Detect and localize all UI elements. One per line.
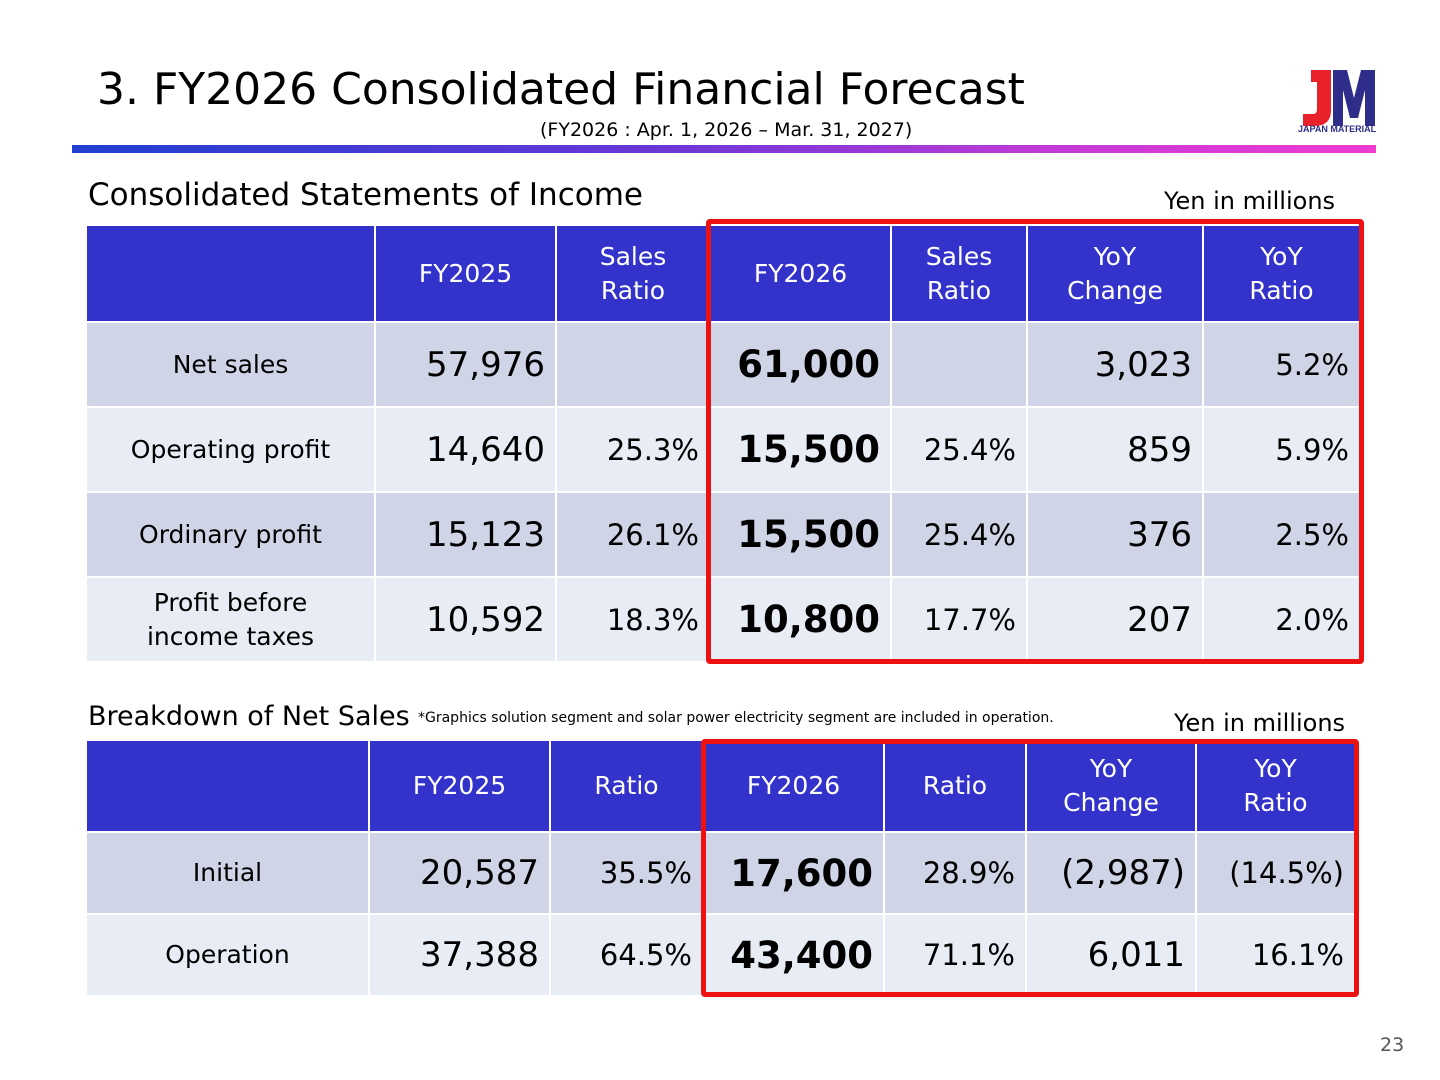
- income-cell-fy2025: 57,976: [374, 321, 557, 408]
- breakdown-row-label: Operation: [85, 913, 370, 997]
- income-cell-yoy-ratio: 5.2%: [1202, 321, 1361, 408]
- breakdown-cell-fy2026: 17,600: [702, 831, 885, 915]
- income-column-header: YoY Change: [1026, 224, 1204, 323]
- table-row: Operating profit 14,640 25.3% 15,500 25.4% 85…: [85, 406, 1361, 493]
- slide-title: 3. FY2026 Consolidated Financial Forecas…: [97, 64, 1025, 115]
- breakdown-forecast-highlight: [701, 739, 1359, 997]
- income-cell-ratio2025: 26.1%: [555, 491, 711, 578]
- table-row: Initial 20,587 35.5% 17,600 28.9% (2,987) (14.…: [85, 831, 1356, 915]
- income-forecast-highlight: [706, 219, 1364, 664]
- income-row-label: Net sales: [85, 321, 376, 408]
- table-row: Operation 37,388 64.5% 43,400 71.1% 6,011 16.1…: [85, 913, 1356, 997]
- income-cell-yoy-change: 3,023: [1026, 321, 1204, 408]
- japan-material-logo: [1303, 70, 1375, 126]
- table-row: Profit before income taxes 10,592 18.3% 10,8…: [85, 576, 1361, 663]
- breakdown-cell-ratio2026: 71.1%: [883, 913, 1027, 997]
- income-cell-ratio2025: 25.3%: [555, 406, 711, 493]
- table-row: Net sales 57,976 61,000 3,023 5.2%: [85, 321, 1361, 408]
- logo-caption: JAPAN MATERIAL: [1298, 124, 1377, 134]
- income-cell-fy2025: 15,123: [374, 491, 557, 578]
- breakdown-column-header: YoY Change: [1025, 739, 1197, 833]
- income-cell-yoy-ratio: 2.0%: [1202, 576, 1361, 663]
- income-column-header: Sales Ratio: [890, 224, 1028, 323]
- fiscal-period-subtitle: (FY2026 : Apr. 1, 2026 – Mar. 31, 2027): [540, 119, 913, 141]
- income-column-header: FY2026: [709, 224, 892, 323]
- income-row-label: Profit before income taxes: [85, 576, 376, 663]
- income-row-label: Ordinary profit: [85, 491, 376, 578]
- income-cell-fy2025: 10,592: [374, 576, 557, 663]
- breakdown-footnote: *Graphics solution segment and solar pow…: [418, 710, 1054, 726]
- income-column-header: FY2025: [374, 224, 557, 323]
- income-cell-fy2026: 15,500: [709, 406, 892, 493]
- income-cell-ratio2026: [890, 321, 1028, 408]
- breakdown-cell-ratio2026: 28.9%: [883, 831, 1027, 915]
- breakdown-column-header: Ratio: [883, 739, 1027, 833]
- breakdown-cell-yoy-ratio: (14.5%): [1195, 831, 1356, 915]
- breakdown-column-header: Ratio: [549, 739, 704, 833]
- logo-letter-j: [1303, 70, 1331, 126]
- income-header-row: FY2025 Sales Ratio FY2026 Sales Ratio YoY Chang…: [85, 224, 1361, 323]
- income-cell-yoy-change: 376: [1026, 491, 1204, 578]
- income-cell-fy2026: 10,800: [709, 576, 892, 663]
- breakdown-cell-ratio2025: 64.5%: [549, 913, 704, 997]
- breakdown-cell-yoy-change: 6,011: [1025, 913, 1197, 997]
- income-unit-label: Yen in millions: [1164, 187, 1336, 215]
- breakdown-row-label: Initial: [85, 831, 370, 915]
- breakdown-cell-fy2025: 20,587: [368, 831, 551, 915]
- table-row: Ordinary profit 15,123 26.1% 15,500 25.4% 376…: [85, 491, 1361, 578]
- breakdown-unit-label: Yen in millions: [1174, 709, 1346, 737]
- income-column-header: [85, 224, 376, 323]
- income-cell-fy2026: 15,500: [709, 491, 892, 578]
- breakdown-cell-yoy-ratio: 16.1%: [1195, 913, 1356, 997]
- income-cell-ratio2025: [555, 321, 711, 408]
- income-row-label: Operating profit: [85, 406, 376, 493]
- income-column-header: YoY Ratio: [1202, 224, 1361, 323]
- income-cell-fy2025: 14,640: [374, 406, 557, 493]
- breakdown-column-header: FY2026: [702, 739, 885, 833]
- breakdown-cell-ratio2025: 35.5%: [549, 831, 704, 915]
- net-sales-breakdown-table: FY2025 Ratio FY2026 Ratio YoY Change YoY Ratio …: [85, 739, 1356, 997]
- income-cell-yoy-ratio: 5.9%: [1202, 406, 1361, 493]
- page-number: 23: [1380, 1034, 1405, 1056]
- title-underline-bar: [72, 145, 1376, 153]
- income-cell-ratio2026: 25.4%: [890, 491, 1028, 578]
- breakdown-section-heading: Breakdown of Net Sales: [88, 701, 410, 732]
- income-column-header: Sales Ratio: [555, 224, 711, 323]
- breakdown-column-header: [85, 739, 370, 833]
- income-cell-fy2026: 61,000: [709, 321, 892, 408]
- income-statement-table: FY2025 Sales Ratio FY2026 Sales Ratio YoY Chang…: [85, 224, 1361, 663]
- breakdown-cell-yoy-change: (2,987): [1025, 831, 1197, 915]
- income-cell-yoy-change: 859: [1026, 406, 1204, 493]
- breakdown-header-row: FY2025 Ratio FY2026 Ratio YoY Change YoY Ratio: [85, 739, 1356, 833]
- breakdown-column-header: FY2025: [368, 739, 551, 833]
- breakdown-cell-fy2025: 37,388: [368, 913, 551, 997]
- breakdown-column-header: YoY Ratio: [1195, 739, 1356, 833]
- logo-letter-m: [1333, 70, 1375, 126]
- income-cell-ratio2025: 18.3%: [555, 576, 711, 663]
- income-section-heading: Consolidated Statements of Income: [88, 177, 643, 213]
- income-cell-ratio2026: 25.4%: [890, 406, 1028, 493]
- breakdown-cell-fy2026: 43,400: [702, 913, 885, 997]
